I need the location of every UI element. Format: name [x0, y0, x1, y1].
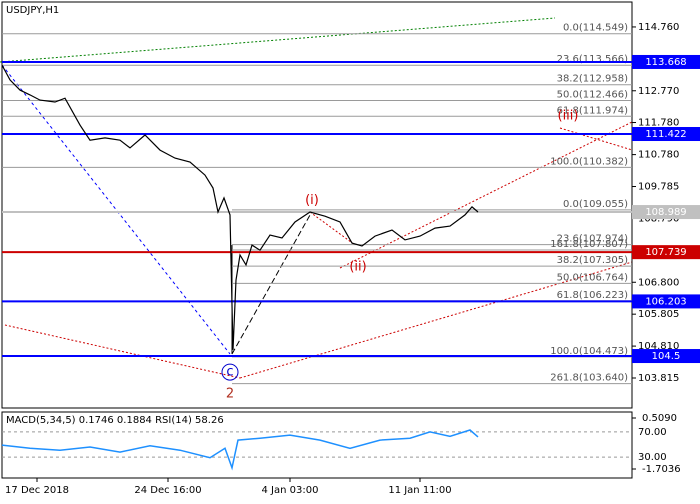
fib-label: 38.2(107.305): [557, 255, 629, 266]
wave-line: [239, 261, 633, 379]
y2-tick-label: -1.7036: [642, 464, 681, 475]
price-label: 113.668: [645, 57, 686, 68]
y-tick-label: 110.780: [638, 150, 679, 161]
plot-frame: [1, 1, 633, 409]
y-tick-label: 104.810: [638, 341, 679, 352]
y-tick-label: 109.785: [638, 182, 679, 193]
y-tick-label: 70.00: [638, 427, 667, 438]
wave-marker: [221, 363, 239, 381]
price-label: 104.5: [652, 351, 681, 362]
fib-label: 161.8(107.807): [550, 239, 628, 250]
channel-line: [0, 17, 556, 63]
y-tick-label: 112.770: [638, 86, 679, 97]
wave-label: (i): [305, 193, 319, 208]
fib-label: 0.0(109.055): [563, 199, 628, 210]
price-label-box: [632, 349, 700, 364]
fib-label: 100.0(110.382): [550, 156, 628, 167]
fib-label: 261.8(103.640): [550, 373, 628, 384]
x-tick-label: 17 Dec 2018: [5, 485, 69, 496]
fib-label: 23.6(113.566): [557, 54, 629, 65]
price-label: 108.989: [645, 207, 686, 218]
x-tick-label: 4 Jan 03:00: [262, 485, 319, 496]
wave-label: (ii): [349, 260, 366, 275]
chart-title: USDJPY,H1: [6, 5, 59, 16]
y-tick-label: 106.800: [638, 277, 679, 288]
fib-label: 50.0(106.764): [557, 272, 629, 283]
fib-label: 100.0(104.473): [550, 346, 628, 357]
y-tick-label: 114.760: [638, 22, 679, 33]
y2-tick-label: 0.5090: [642, 413, 677, 424]
wave-line: [559, 127, 633, 151]
price-label-box: [632, 245, 700, 260]
y-tick-label: 30.00: [638, 452, 667, 463]
price-label: 106.203: [645, 296, 686, 307]
price-label: 111.422: [645, 129, 686, 140]
trend-lines: [0, 17, 633, 379]
wave-line: [4, 324, 241, 379]
fib-label: 38.2(112.958): [557, 74, 629, 85]
fib-label: 61.8(111.974): [557, 105, 629, 116]
y-tick-label: 111.780: [638, 118, 679, 129]
y-tick-label: 105.805: [638, 309, 679, 320]
price-label-box: [632, 54, 700, 69]
rsi-line: [1, 429, 479, 471]
wave-line: [1, 64, 231, 355]
price-label-box: [632, 205, 700, 220]
wave-line: [339, 121, 633, 269]
x-tick-label: 24 Dec 16:00: [134, 485, 201, 496]
wave-label: (iii): [558, 109, 579, 124]
wave-line: [309, 211, 356, 246]
wave-label: 2: [226, 387, 234, 402]
price-line: [1, 64, 479, 350]
indicator-title: MACD(5,34,5) 0.1746 0.1884 RSI(14) 58.26: [6, 415, 224, 426]
fib-label: 61.8(106.223): [557, 290, 629, 301]
fib-label: 0.0(114.549): [563, 23, 628, 34]
wave-label: c: [226, 365, 233, 380]
fib-label: 50.0(112.466): [557, 90, 629, 101]
fib-label: 23.6(107.974): [557, 234, 629, 245]
x-tick-label: 11 Jan 11:00: [388, 485, 451, 496]
indicator-frame: [1, 411, 633, 479]
y-tick-label: 103.815: [638, 373, 679, 384]
price-label: 107.739: [645, 247, 686, 258]
price-label-box: [632, 127, 700, 142]
price-label-box: [632, 294, 700, 309]
